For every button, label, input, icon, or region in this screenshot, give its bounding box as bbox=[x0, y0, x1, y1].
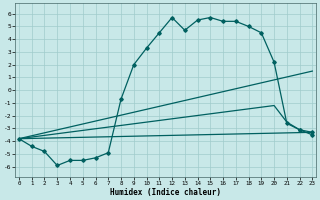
X-axis label: Humidex (Indice chaleur): Humidex (Indice chaleur) bbox=[110, 188, 221, 197]
